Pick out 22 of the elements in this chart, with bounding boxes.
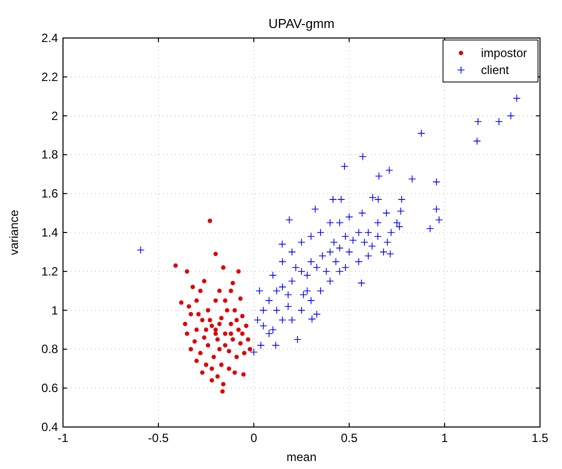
x-tick-label: 1 [441, 431, 448, 445]
y-tick-label: 2.4 [41, 31, 58, 45]
y-tick-label: 1.6 [41, 186, 58, 201]
y-tick-label: 2 [51, 108, 58, 123]
x-tick-label: -0.5 [148, 431, 170, 445]
y-axis-title: variance [7, 209, 21, 256]
x-tick-label: 1.5 [532, 431, 549, 445]
y-tick-label: 0.8 [41, 342, 58, 356]
x-tick-label: -1 [58, 431, 69, 445]
x-axis-title: mean [286, 450, 317, 464]
y-tick-label: 1.4 [41, 226, 58, 240]
y-tick-label: 2.2 [41, 70, 58, 84]
chart-title: UPAV-gmm [268, 16, 334, 31]
y-tick-label: 1.8 [41, 148, 58, 162]
y-tick-label: 1 [51, 303, 58, 318]
y-tick-label: 1.2 [41, 264, 58, 278]
x-tick-label: 0.5 [340, 431, 358, 445]
legend-label: client [481, 63, 510, 77]
x-tick-label: 0 [250, 431, 258, 445]
y-tick-label: 0.4 [41, 420, 58, 434]
legend-label: impostor [481, 46, 528, 60]
y-tick-label: 0.6 [41, 381, 58, 396]
